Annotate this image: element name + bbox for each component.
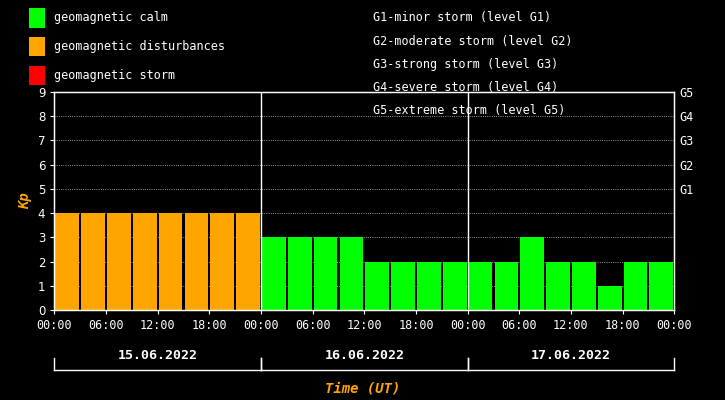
Text: G1-minor storm (level G1): G1-minor storm (level G1): [373, 12, 552, 24]
Text: geomagnetic calm: geomagnetic calm: [54, 12, 168, 24]
Text: 17.06.2022: 17.06.2022: [531, 349, 611, 362]
Bar: [443, 262, 467, 310]
Bar: [572, 262, 596, 310]
Bar: [494, 262, 518, 310]
Bar: [521, 237, 544, 310]
Y-axis label: Kp: Kp: [18, 193, 33, 209]
Text: G5-extreme storm (level G5): G5-extreme storm (level G5): [373, 104, 566, 117]
Bar: [650, 262, 674, 310]
Bar: [185, 213, 208, 310]
Text: 15.06.2022: 15.06.2022: [117, 349, 198, 362]
Bar: [624, 262, 647, 310]
Text: geomagnetic storm: geomagnetic storm: [54, 69, 175, 82]
Bar: [417, 262, 441, 310]
Text: 16.06.2022: 16.06.2022: [324, 349, 405, 362]
Bar: [81, 213, 105, 310]
Bar: [314, 237, 337, 310]
Bar: [159, 213, 183, 310]
Bar: [468, 262, 492, 310]
Bar: [288, 237, 312, 310]
Bar: [546, 262, 570, 310]
Bar: [339, 237, 363, 310]
Bar: [598, 286, 621, 310]
Bar: [210, 213, 234, 310]
Bar: [107, 213, 130, 310]
Text: G4-severe storm (level G4): G4-severe storm (level G4): [373, 81, 559, 94]
Bar: [262, 237, 286, 310]
Text: geomagnetic disturbances: geomagnetic disturbances: [54, 40, 225, 53]
Text: Time (UT): Time (UT): [325, 382, 400, 396]
Bar: [365, 262, 389, 310]
Text: G3-strong storm (level G3): G3-strong storm (level G3): [373, 58, 559, 71]
Text: G2-moderate storm (level G2): G2-moderate storm (level G2): [373, 35, 573, 48]
Bar: [133, 213, 157, 310]
Bar: [236, 213, 260, 310]
Bar: [392, 262, 415, 310]
Bar: [55, 213, 79, 310]
